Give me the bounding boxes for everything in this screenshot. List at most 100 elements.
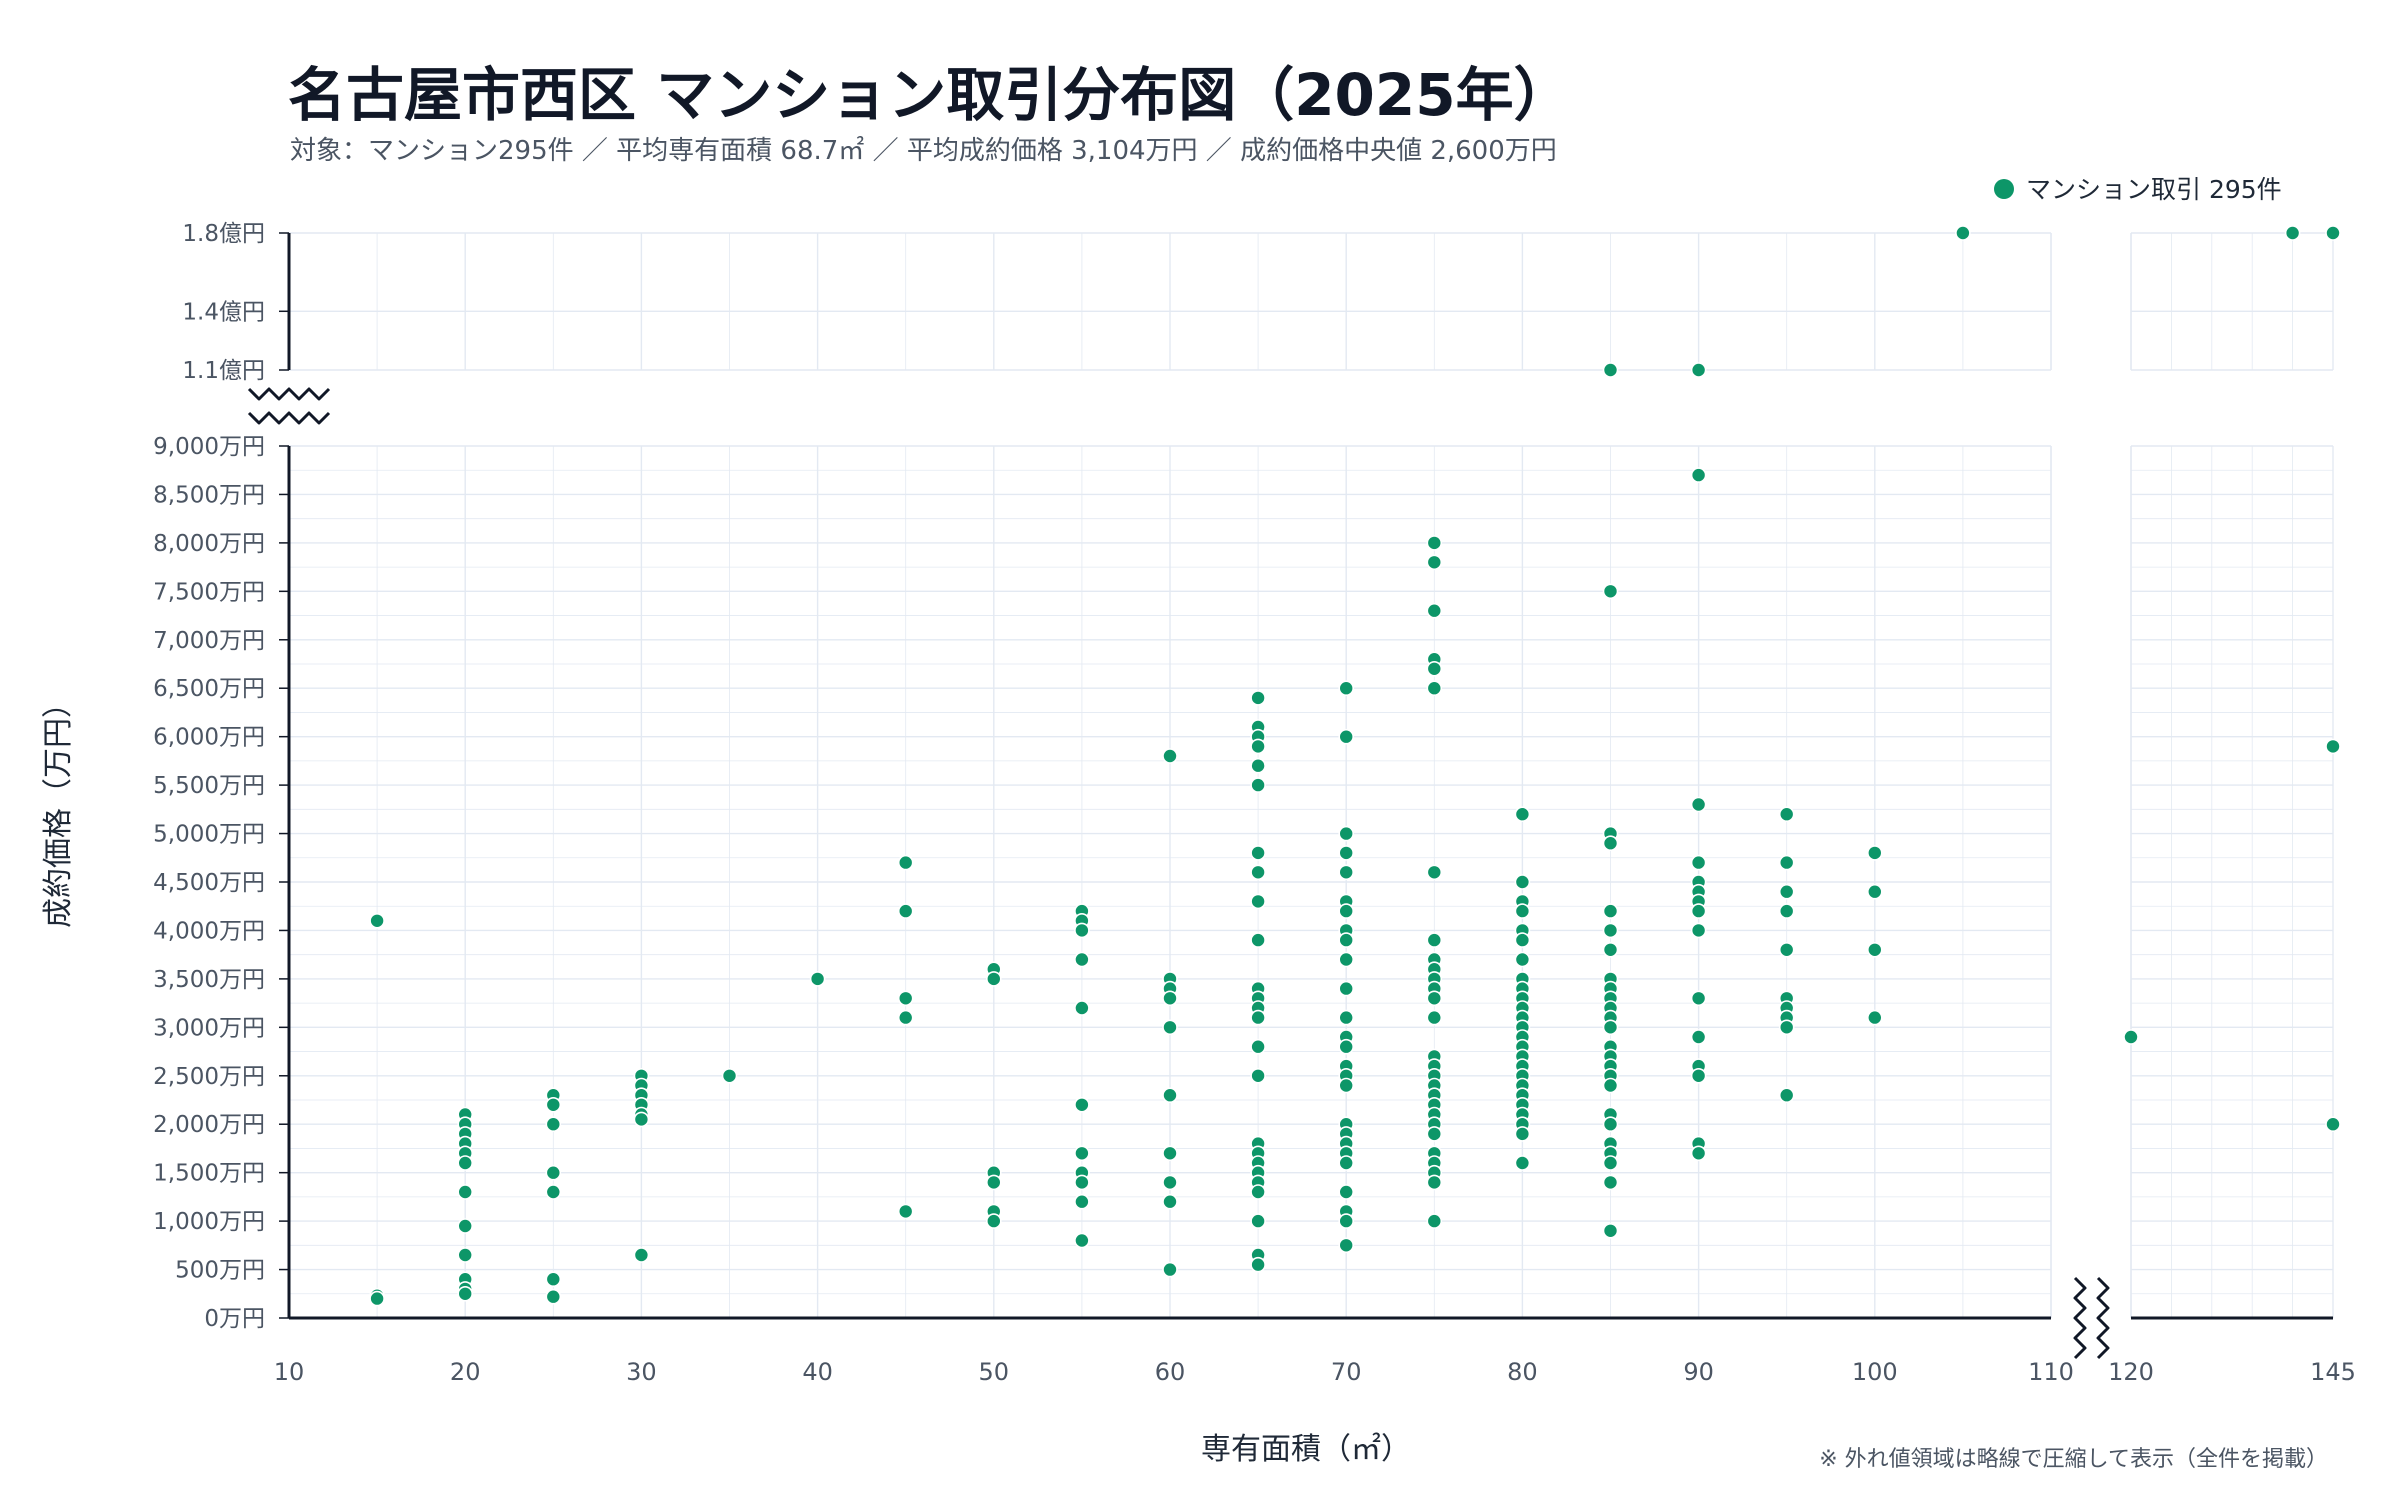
data-point: [545, 1184, 562, 1200]
data-point: [1074, 1097, 1090, 1113]
data-point: [1602, 362, 1619, 378]
data-point: [1338, 680, 1354, 697]
chart-subtitle: 対象：マンション295件 ／ 平均専有面積 68.7㎡ ／ 平均成約価格 3,1…: [290, 136, 1557, 166]
data-point: [1690, 796, 1707, 813]
data-point: [1426, 1009, 1443, 1026]
data-point: [1250, 1184, 1266, 1200]
data-point: [1426, 535, 1443, 551]
chart-title: 名古屋市西区 マンション取引分布図（2025年）: [288, 61, 1572, 129]
data-point: [1690, 362, 1707, 378]
x-tick-label: 145: [2310, 1358, 2356, 1386]
data-point: [1426, 554, 1443, 571]
data-point: [1426, 932, 1443, 948]
y-tick-label: 8,500万円: [153, 482, 265, 508]
data-point: [2325, 225, 2341, 241]
legend-marker: [1994, 179, 2014, 199]
data-point: [1250, 932, 1266, 948]
data-point: [1250, 1256, 1266, 1273]
y-tick-label: 8,000万円: [153, 531, 265, 557]
data-point: [457, 1184, 474, 1200]
data-point: [1602, 583, 1619, 600]
data-point: [1690, 990, 1707, 1007]
data-point: [1074, 1193, 1090, 1210]
data-point: [1162, 1019, 1178, 1036]
data-point: [1602, 1019, 1619, 1036]
data-point: [1250, 1009, 1266, 1026]
data-point: [2325, 1116, 2341, 1132]
data-point: [1426, 864, 1443, 881]
data-point: [1338, 728, 1354, 745]
data-point: [1338, 864, 1354, 881]
data-point: [633, 1111, 650, 1128]
y-tick-label: 1,500万円: [153, 1161, 265, 1187]
x-tick-label: 80: [1507, 1358, 1538, 1386]
data-point: [1602, 1155, 1619, 1171]
grid-layer: [288, 232, 2334, 1319]
y-tick-label: 4,000万円: [153, 918, 265, 944]
data-point: [1426, 1126, 1443, 1142]
x-tick-label: 40: [802, 1358, 833, 1386]
data-point: [1426, 990, 1443, 1007]
data-point: [1514, 903, 1531, 919]
data-point: [1074, 1174, 1090, 1191]
x-axis-break-mark: [2073, 1276, 2087, 1360]
legend: マンション取引 295件: [1994, 175, 2282, 204]
data-point: [1602, 903, 1619, 919]
data-point: [1338, 980, 1354, 997]
data-point: [1338, 903, 1354, 919]
data-point: [1778, 1087, 1795, 1103]
data-point: [897, 1203, 914, 1220]
data-point: [2284, 225, 2301, 241]
data-point: [1250, 1068, 1266, 1084]
y-tick-label: 5,500万円: [153, 773, 265, 799]
data-point: [1867, 845, 1883, 861]
data-point: [1602, 1174, 1619, 1191]
data-point: [1690, 1145, 1707, 1162]
y-tick-label: 2,500万円: [153, 1064, 265, 1090]
data-point: [545, 1288, 562, 1305]
data-point: [1162, 1174, 1178, 1191]
data-point: [1778, 806, 1795, 823]
data-point: [1074, 951, 1090, 968]
data-point: [1250, 893, 1266, 910]
data-point: [1074, 1000, 1090, 1016]
data-point: [897, 854, 914, 871]
data-point: [1250, 1213, 1266, 1229]
data-point: [1602, 835, 1619, 852]
data-point: [1338, 1155, 1354, 1171]
data-point: [1602, 1077, 1619, 1094]
data-point: [1514, 932, 1531, 948]
data-point: [457, 1155, 474, 1171]
x-tick-label: 20: [450, 1358, 481, 1386]
y-tick-label-upper: 1.1億円: [182, 358, 265, 384]
data-point: [1338, 1213, 1354, 1229]
data-point: [1867, 883, 1883, 900]
y-axis-break-mark: [247, 387, 331, 401]
data-point: [1338, 1077, 1354, 1094]
axis-layer: [247, 233, 2333, 1360]
data-point: [1074, 1232, 1090, 1249]
y-tick-label: 500万円: [175, 1258, 265, 1284]
data-point: [1514, 951, 1531, 968]
x-tick-label: 10: [274, 1358, 305, 1386]
data-point: [1514, 1155, 1531, 1171]
x-axis-title: 専有面積（㎡）: [1201, 1432, 1411, 1467]
data-point: [1867, 1009, 1883, 1026]
data-point: [1338, 1184, 1354, 1200]
data-point: [1338, 932, 1354, 948]
data-point: [985, 1174, 1002, 1191]
data-point: [2325, 738, 2341, 755]
data-point: [457, 1218, 474, 1234]
data-point: [1426, 680, 1443, 697]
x-tick-label: 30: [626, 1358, 657, 1386]
x-axis-break-mark: [2096, 1276, 2110, 1360]
y-tick-label: 6,500万円: [153, 676, 265, 702]
data-point: [721, 1068, 738, 1084]
y-tick-label: 2,000万円: [153, 1112, 265, 1138]
data-point: [985, 971, 1002, 987]
data-point: [1778, 883, 1795, 900]
x-tick-label: 90: [1683, 1358, 1714, 1386]
y-tick-label-upper: 1.4億円: [182, 299, 265, 325]
data-point: [1338, 825, 1354, 842]
